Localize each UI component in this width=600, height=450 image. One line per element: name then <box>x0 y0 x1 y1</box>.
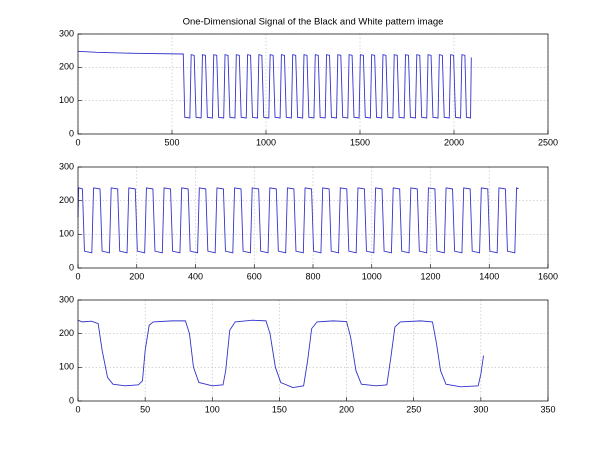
axes-box <box>77 166 549 269</box>
x-tick-label: 0 <box>75 137 80 147</box>
x-tick-label: 0 <box>75 271 80 281</box>
y-tick-label: 0 <box>69 128 74 138</box>
x-tick-label: 1600 <box>538 271 558 281</box>
chart-title: One-Dimensional Signal of the Black and … <box>183 17 444 28</box>
x-tick-label: 1000 <box>362 271 382 281</box>
plot-area <box>78 34 548 134</box>
x-tick-label: 350 <box>540 404 555 414</box>
x-tick-label: 2500 <box>538 137 558 147</box>
y-tick-label: 0 <box>69 395 74 405</box>
x-tick-label: 400 <box>188 271 203 281</box>
x-tick-label: 200 <box>129 271 144 281</box>
x-tick-label: 100 <box>205 404 220 414</box>
x-tick-label: 1200 <box>420 271 440 281</box>
y-tick-label: 100 <box>59 95 74 105</box>
axes-box <box>77 299 549 402</box>
y-tick-label: 200 <box>59 62 74 72</box>
x-tick-label: 200 <box>339 404 354 414</box>
signal-line <box>77 50 472 119</box>
x-tick-label: 1400 <box>479 271 499 281</box>
y-tick-label: 100 <box>59 229 74 239</box>
x-tick-label: 250 <box>406 404 421 414</box>
axes-box <box>77 33 549 135</box>
x-tick-label: 1000 <box>256 137 276 147</box>
x-tick-label: 0 <box>75 404 80 414</box>
x-tick-label: 1500 <box>350 137 370 147</box>
x-tick-label: 600 <box>247 271 262 281</box>
y-tick-label: 0 <box>69 262 74 272</box>
signal-line <box>77 187 519 254</box>
y-tick-label: 200 <box>59 195 74 205</box>
y-tick-label: 300 <box>59 28 74 38</box>
x-tick-label: 50 <box>140 404 150 414</box>
x-tick-label: 150 <box>272 404 287 414</box>
x-tick-label: 2000 <box>444 137 464 147</box>
x-tick-label: 300 <box>473 404 488 414</box>
x-tick-label: 500 <box>164 137 179 147</box>
y-tick-label: 300 <box>59 161 74 171</box>
x-tick-label: 800 <box>305 271 320 281</box>
y-tick-label: 200 <box>59 328 74 338</box>
signal-line <box>77 319 484 388</box>
plot-area <box>78 300 548 401</box>
y-tick-label: 300 <box>59 294 74 304</box>
y-tick-label: 100 <box>59 362 74 372</box>
